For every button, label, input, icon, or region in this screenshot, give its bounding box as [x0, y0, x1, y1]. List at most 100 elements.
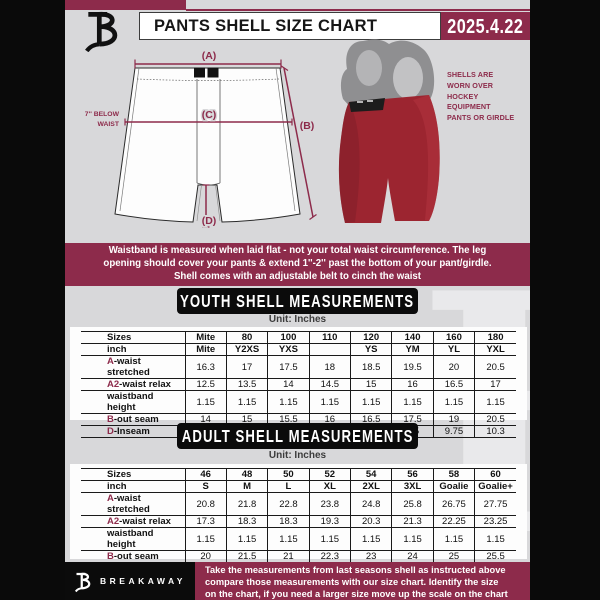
size-cell: 14	[267, 378, 310, 391]
size-cell: 19.5	[391, 355, 434, 379]
shorts-measurement-diagram: (A) (B) (C) (D)	[114, 49, 317, 229]
size-cell: 25	[432, 550, 476, 563]
size-cell: 140	[391, 331, 434, 344]
size-row: inch Mite Y2XS YXS YS YM YL YXL	[81, 343, 516, 356]
top-accent-bar	[65, 0, 186, 10]
size-cell: 1.15	[184, 527, 227, 551]
size-cell: 13.5	[225, 378, 269, 391]
size-row: A-waist stretched 16.3 17 17.5 18 18.5 19.5 20 2…	[81, 355, 516, 379]
size-cell: 20.3	[349, 515, 393, 528]
footer-brand-box: BREAKAWAY	[65, 562, 195, 600]
size-cell: 1.15	[349, 390, 393, 414]
size-cell: 1.15	[391, 390, 434, 414]
size-cell: 180	[474, 331, 516, 344]
belt-buckle-icon	[194, 67, 219, 78]
size-row: Sizes Mite 80 100 110 120 140 160 180	[81, 331, 516, 344]
size-cell: 56	[391, 468, 434, 481]
date-badge: 2025.4.22	[441, 12, 530, 40]
row-label: waistband height	[81, 390, 186, 414]
size-cell: 50	[267, 468, 310, 481]
size-cell: 19.3	[308, 515, 352, 528]
size-cell: 15	[349, 378, 393, 391]
size-cell: 12.5	[184, 378, 227, 391]
size-cell: 20	[432, 355, 476, 379]
size-cell: 1.15	[267, 527, 310, 551]
size-cell: Mite	[184, 331, 227, 344]
row-label: inch	[81, 480, 186, 493]
size-cell: Mite	[184, 343, 227, 356]
waist-note: 7'' BELOW WAIST	[84, 111, 119, 128]
size-row: B-out seam 14 15 15.5 16 16.5 17.5 19 20.5	[81, 413, 516, 426]
row-label: Sizes	[81, 331, 186, 344]
size-cell	[308, 343, 352, 356]
size-row: A2-waist relax 17.3 18.3 18.3 19.3 20.3 21.3 22…	[81, 515, 516, 528]
shell-photo	[338, 39, 440, 223]
size-cell: 17.3	[184, 515, 227, 528]
size-cell: 24.8	[349, 492, 393, 516]
size-cell: 18.3	[225, 515, 269, 528]
adult-table-panel: Sizes 46 48 50 52 54 56 58 60 inch S M L XL 2XL 3XL Goal…	[70, 464, 527, 575]
size-cell: YM	[391, 343, 434, 356]
size-cell: 1.15	[349, 527, 393, 551]
size-cell: 20.5	[474, 355, 516, 379]
size-cell: 19	[432, 413, 476, 426]
size-cell: 1.15	[391, 527, 434, 551]
size-cell: 1.15	[225, 527, 269, 551]
size-cell: 1.15	[432, 527, 476, 551]
row-label: A-waist stretched	[81, 492, 186, 516]
adult-title: ADULT SHELL MEASUREMENTS	[181, 425, 414, 447]
size-cell: 100	[267, 331, 310, 344]
size-cell: 16	[391, 378, 434, 391]
size-cell: 26.75	[432, 492, 476, 516]
size-cell: 22.3	[308, 550, 352, 563]
label-c: (C)	[202, 109, 217, 121]
size-cell: 21.8	[225, 492, 269, 516]
size-cell: 1.15	[225, 390, 269, 414]
row-label: A2-waist relax	[81, 378, 186, 391]
size-cell: 1.15	[432, 390, 476, 414]
youth-table-panel: Sizes Mite 80 100 110 120 140 160 180 inch Mite Y2X…	[70, 327, 527, 438]
measure-line-b	[283, 67, 314, 218]
size-cell: Y2XS	[225, 343, 269, 356]
size-cell: 16.5	[432, 378, 476, 391]
size-cell: 1.15	[267, 390, 310, 414]
size-cell: YS	[349, 343, 393, 356]
size-cell: 1.15	[308, 390, 352, 414]
shorts-outline	[114, 67, 301, 223]
brand-name: BREAKAWAY	[100, 576, 186, 586]
size-cell: 110	[308, 331, 352, 344]
size-cell: 17	[474, 378, 516, 391]
size-cell: 21	[267, 550, 310, 563]
row-label: inch	[81, 343, 186, 356]
size-cell: YXS	[267, 343, 310, 356]
date-text: 2025.4.22	[447, 13, 524, 37]
size-cell: 23.8	[308, 492, 352, 516]
size-cell: 1.15	[184, 390, 227, 414]
row-label: Sizes	[81, 468, 186, 481]
top-accent-line	[186, 9, 530, 11]
label-d: (D)	[202, 215, 217, 227]
size-cell: 18	[308, 355, 352, 379]
page-title-box: PANTS SHELL SIZE CHART	[139, 12, 441, 40]
youth-unit-label: Unit: Inches	[268, 314, 327, 325]
size-cell: 120	[349, 331, 393, 344]
size-cell: YXL	[474, 343, 516, 356]
size-cell: 10.3	[474, 425, 516, 438]
size-cell: 54	[349, 468, 393, 481]
size-cell: 23	[349, 550, 393, 563]
size-row: A-waist stretched 20.8 21.8 22.8 23.8 24.8 25.…	[81, 492, 516, 516]
adult-size-table: Sizes 46 48 50 52 54 56 58 60 inch S M L XL 2XL 3XL Goal…	[81, 468, 516, 575]
size-cell: 24	[391, 550, 434, 563]
row-label: waistband height	[81, 527, 186, 551]
size-cell: 20.5	[474, 413, 516, 426]
breakaway-logo-small-icon	[74, 572, 91, 593]
size-row: inch S M L XL 2XL 3XL Goalie Goalie+	[81, 480, 516, 493]
label-b: (B)	[300, 120, 315, 132]
row-label: B-out seam	[81, 413, 186, 426]
size-cell: 27.75	[474, 492, 516, 516]
content-area: B PANTS SHELL SIZE CHART 2025.4.22 7'' B…	[65, 0, 530, 600]
photo-caption: SHELLS ARE WORN OVER HOCKEY EQUIPMENT PA…	[447, 70, 515, 123]
row-label: B-out seam	[81, 550, 186, 563]
size-cell: 14.5	[308, 378, 352, 391]
